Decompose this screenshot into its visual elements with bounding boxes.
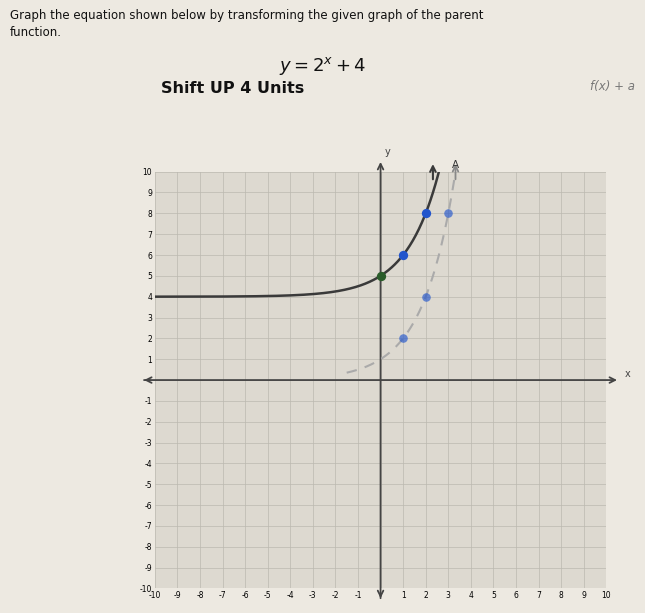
Point <box>398 250 408 260</box>
Point <box>443 208 453 218</box>
Point <box>421 292 431 302</box>
Text: f(x) + a: f(x) + a <box>590 80 635 93</box>
Point <box>375 271 386 281</box>
Text: Graph the equation shown below by transforming the given graph of the parent: Graph the equation shown below by transf… <box>10 9 483 22</box>
Text: y: y <box>385 147 391 157</box>
Text: function.: function. <box>10 26 62 39</box>
Point <box>421 208 431 218</box>
Point <box>398 333 408 343</box>
Text: $y = 2^x + 4$: $y = 2^x + 4$ <box>279 55 366 77</box>
Text: A: A <box>451 159 459 170</box>
Text: Shift UP 4 Units: Shift UP 4 Units <box>161 81 304 96</box>
Text: x: x <box>624 369 630 379</box>
